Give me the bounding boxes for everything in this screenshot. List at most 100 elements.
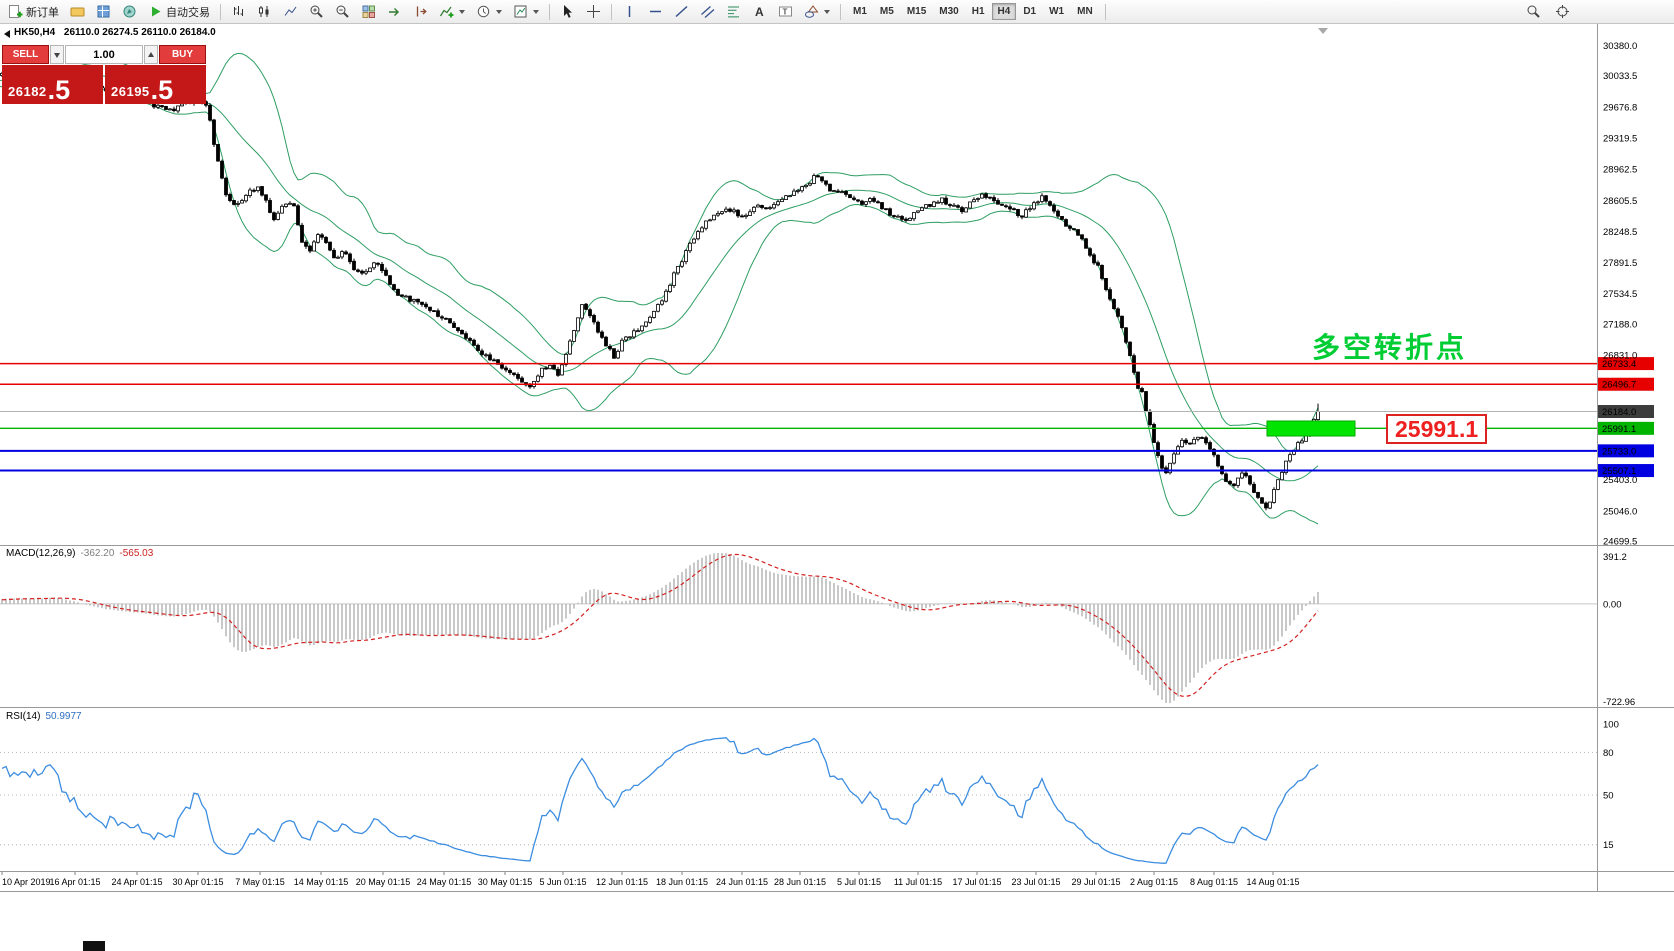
timeframe-d1-button[interactable]: D1 [1017, 3, 1042, 20]
templates-caret-icon [533, 9, 539, 14]
timeframe-h4-button[interactable]: H4 [991, 3, 1017, 20]
templates-icon [514, 5, 527, 18]
svg-text:A: A [755, 5, 764, 19]
navigator-button[interactable] [118, 2, 141, 21]
rsi-name: RSI(14) [6, 711, 41, 722]
line-chart-button[interactable] [279, 2, 302, 21]
timeframe-m1-button[interactable]: M1 [847, 3, 873, 20]
timeframe-mn-button[interactable]: MN [1071, 3, 1099, 20]
svg-text:17 Jul 01:15: 17 Jul 01:15 [952, 877, 1001, 887]
buy-price-main: 26195 [111, 84, 150, 99]
shapes-tool-button[interactable] [800, 2, 834, 21]
new-order-icon [9, 5, 23, 18]
svg-text:30 Apr 01:15: 30 Apr 01:15 [172, 877, 223, 887]
svg-text:5 Jun 01:15: 5 Jun 01:15 [539, 877, 586, 887]
svg-text:18 Jun 01:15: 18 Jun 01:15 [656, 877, 708, 887]
svg-text:5 Jul 01:15: 5 Jul 01:15 [837, 877, 881, 887]
market-watch-icon [97, 5, 110, 18]
timeframe-m30-button[interactable]: M30 [933, 3, 964, 20]
sell-button[interactable]: SELL [2, 45, 49, 64]
svg-text:-722.96: -722.96 [1603, 697, 1635, 708]
svg-text:391.2: 391.2 [1603, 552, 1627, 563]
svg-text:15: 15 [1603, 840, 1614, 851]
svg-text:0.00: 0.00 [1603, 599, 1622, 610]
svg-text:12 Jun 01:15: 12 Jun 01:15 [596, 877, 648, 887]
target-button[interactable] [1551, 2, 1574, 21]
svg-text:20 May 01:15: 20 May 01:15 [356, 877, 411, 887]
cursor-button[interactable] [556, 2, 579, 21]
candlestick-chart-icon [259, 6, 269, 17]
periods-clock-icon [477, 5, 490, 18]
templates-button[interactable] [509, 2, 543, 21]
main-toolbar: 新订单 自动交易 [0, 0, 1674, 24]
channel-icon [701, 6, 715, 18]
volume-decrease-button[interactable] [50, 45, 64, 64]
price-callout-label[interactable]: 25991.1 [1386, 414, 1488, 444]
horizontal-line-tool-button[interactable] [644, 2, 667, 21]
svg-text:2 Aug 01:15: 2 Aug 01:15 [1130, 877, 1178, 887]
toolbar-separator [549, 3, 550, 20]
timeframe-m5-button[interactable]: M5 [874, 3, 900, 20]
turning-point-annotation[interactable]: 多空转折点 [1312, 332, 1468, 363]
market-watch-button[interactable] [92, 2, 115, 21]
line-chart-icon [284, 6, 297, 16]
timeframe-w1-button[interactable]: W1 [1043, 3, 1070, 20]
timeframe-h1-button[interactable]: H1 [966, 3, 991, 20]
expert-advisors-button[interactable] [66, 2, 89, 21]
periods-caret-icon [496, 9, 502, 14]
buy-button[interactable]: BUY [159, 45, 206, 64]
volume-input[interactable] [65, 45, 143, 64]
svg-text:25991.1: 25991.1 [1602, 424, 1636, 435]
cursor-icon [564, 5, 572, 18]
svg-text:80: 80 [1603, 748, 1614, 759]
macd-value-signal: -565.03 [119, 548, 154, 559]
tile-windows-button[interactable] [357, 2, 380, 21]
new-order-button[interactable]: 新订单 [4, 2, 63, 22]
text-icon: A [755, 5, 764, 19]
crosshair-button[interactable] [582, 2, 605, 21]
auto-scroll-icon [389, 8, 399, 16]
periods-button[interactable] [472, 2, 506, 21]
auto-trading-play-icon [152, 6, 161, 17]
volume-increase-button[interactable] [144, 45, 158, 64]
search-button[interactable] [1522, 2, 1545, 21]
chart-symbol-timeframe: HK50,H4 [14, 27, 56, 38]
bottom-left-marker [83, 941, 105, 951]
indicators-caret-icon [459, 9, 465, 14]
svg-text:23 Jul 01:15: 23 Jul 01:15 [1011, 877, 1060, 887]
sell-price-panel[interactable]: 26182 .5 [2, 65, 103, 104]
indicators-button[interactable] [435, 2, 469, 21]
text-tool-button[interactable]: A [748, 2, 771, 21]
candlestick-chart-button[interactable] [253, 2, 276, 21]
buy-price-panel[interactable]: 26195 .5 [105, 65, 206, 104]
chart-shift-button[interactable] [409, 2, 432, 21]
svg-text:29 Jul 01:15: 29 Jul 01:15 [1071, 877, 1120, 887]
toolbar-separator [220, 3, 221, 20]
zoom-out-button[interactable] [331, 2, 354, 21]
toolbar-separator [840, 3, 841, 20]
auto-scroll-button[interactable] [383, 2, 406, 21]
shapes-caret-icon [824, 9, 830, 14]
bar-chart-button[interactable] [227, 2, 250, 21]
svg-text:8 Aug 01:15: 8 Aug 01:15 [1190, 877, 1238, 887]
expert-advisors-icon [70, 7, 85, 17]
text-label-tool-button[interactable]: T [774, 2, 797, 21]
timeframe-m15-button[interactable]: M15 [901, 3, 932, 20]
macd-name: MACD(12,26,9) [6, 548, 76, 559]
channel-tool-button[interactable] [696, 2, 719, 21]
svg-text:24 May 01:15: 24 May 01:15 [417, 877, 472, 887]
svg-text:24 Apr 01:15: 24 Apr 01:15 [111, 877, 162, 887]
search-icon [1527, 5, 1540, 18]
indicators-icon [439, 6, 454, 18]
vertical-line-tool-button[interactable] [618, 2, 641, 21]
fibonacci-tool-button[interactable] [722, 2, 745, 21]
chart-shift-icon [416, 6, 427, 17]
svg-text:50: 50 [1603, 791, 1614, 802]
svg-text:29319.5: 29319.5 [1603, 134, 1637, 145]
auto-trading-button[interactable]: 自动交易 [144, 2, 214, 22]
svg-text:25507.1: 25507.1 [1602, 466, 1636, 477]
trendline-tool-button[interactable] [670, 2, 693, 21]
zoom-in-button[interactable] [305, 2, 328, 21]
